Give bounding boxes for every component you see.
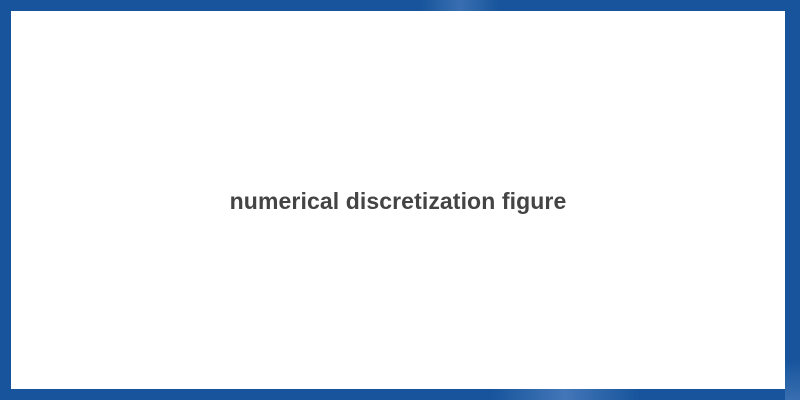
placeholder-label: numerical discretization figure xyxy=(229,187,567,214)
frame-highlight-top xyxy=(420,0,500,11)
placeholder-panel: numerical discretization figure xyxy=(11,11,785,389)
frame-highlight-bottom xyxy=(490,389,640,400)
frame-highlight-right xyxy=(785,360,800,400)
